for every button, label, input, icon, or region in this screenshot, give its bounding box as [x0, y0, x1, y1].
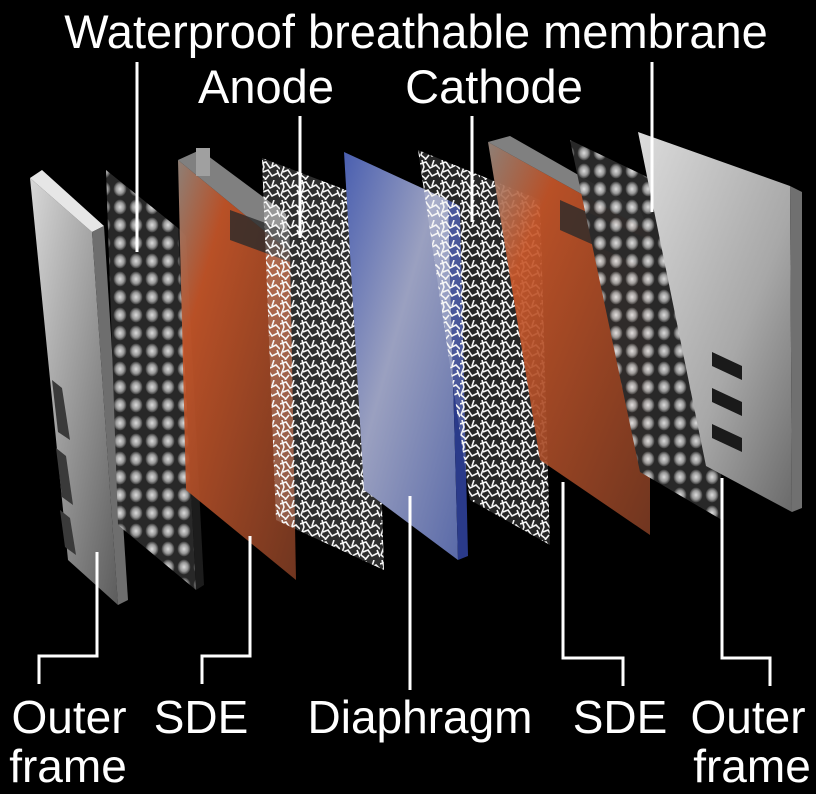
label-outer-frame-right-line2: frame	[693, 740, 811, 792]
leader-sde-right	[561, 482, 625, 686]
label-sde-right: SDE	[573, 691, 668, 743]
label-cathode: Cathode	[405, 60, 583, 113]
label-diaphragm: Diaphragm	[308, 691, 533, 743]
label-sde-left: SDE	[154, 691, 249, 743]
leader-sde-left	[200, 536, 252, 684]
label-waterproof-membrane: Waterproof breathable membrane	[64, 5, 768, 58]
label-outer-frame-left-line1: Outer	[11, 691, 126, 743]
outer-frame-left	[30, 170, 128, 605]
outer-frame-right	[638, 132, 802, 512]
label-anode: Anode	[198, 60, 334, 113]
leader-outer-frame-right	[720, 478, 772, 686]
label-outer-frame-right-line1: Outer	[690, 691, 805, 743]
label-outer-frame-left-line2: frame	[9, 740, 127, 792]
leader-outer-frame-left	[37, 552, 99, 684]
leader-lines	[37, 62, 772, 690]
